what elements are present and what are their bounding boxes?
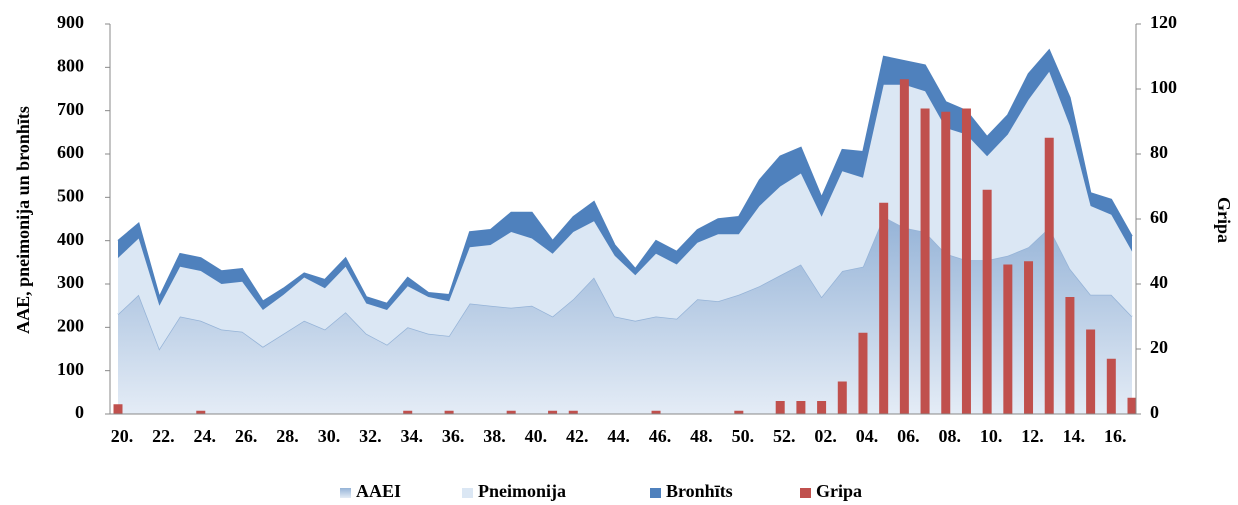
x-tick-label: 52. xyxy=(773,426,796,446)
bar xyxy=(899,79,909,414)
x-tick-label: 08. xyxy=(939,426,962,446)
x-tick-label: 26. xyxy=(235,426,258,446)
y-tick-label: 100 xyxy=(57,359,84,379)
legend-marker xyxy=(462,488,473,498)
x-tick-label: 36. xyxy=(442,426,465,446)
bar xyxy=(651,410,661,414)
y-tick-label: 0 xyxy=(75,402,84,422)
x-tick-label: 04. xyxy=(856,426,879,446)
bar xyxy=(1065,297,1075,414)
y2-tick-label: 60 xyxy=(1150,207,1168,227)
x-tick-label: 06. xyxy=(897,426,920,446)
bar xyxy=(1086,329,1096,414)
bar xyxy=(775,401,785,414)
x-tick-label: 22. xyxy=(152,426,175,446)
bar xyxy=(920,108,930,414)
y2-tick-label: 40 xyxy=(1150,272,1168,292)
x-tick-label: 16. xyxy=(1104,426,1127,446)
bar xyxy=(858,332,868,414)
bar xyxy=(196,410,206,414)
y-tick-label: 600 xyxy=(57,142,84,162)
legend-marker xyxy=(340,488,351,498)
x-tick-label: 28. xyxy=(276,426,299,446)
legend-label: Pneimonija xyxy=(478,481,566,501)
x-tick-label: 34. xyxy=(400,426,423,446)
bar xyxy=(568,410,578,414)
y-tick-label: 400 xyxy=(57,229,84,249)
bar xyxy=(113,404,123,414)
legend-label: AAEI xyxy=(356,481,401,501)
bar xyxy=(1024,261,1034,414)
y-tick-label: 700 xyxy=(57,99,84,119)
y-tick-label: 900 xyxy=(57,12,84,32)
bar xyxy=(961,108,971,414)
bar xyxy=(817,401,827,414)
x-tick-label: 44. xyxy=(607,426,630,446)
legend-marker xyxy=(800,488,811,498)
bar xyxy=(403,410,413,414)
y-tick-label: 200 xyxy=(57,315,84,335)
x-tick-label: 30. xyxy=(318,426,341,446)
x-tick-label: 50. xyxy=(732,426,755,446)
y2-tick-label: 100 xyxy=(1150,77,1177,97)
area-fill xyxy=(118,71,1132,349)
bar xyxy=(837,381,847,414)
bar xyxy=(1127,397,1137,414)
x-tick-label: 32. xyxy=(359,426,382,446)
x-tick-label: 46. xyxy=(649,426,672,446)
legend-label: Bronhīts xyxy=(666,481,733,501)
x-tick-label: 12. xyxy=(1021,426,1044,446)
x-tick-label: 02. xyxy=(814,426,837,446)
x-tick-label: 42. xyxy=(566,426,589,446)
y2-tick-label: 80 xyxy=(1150,142,1168,162)
bar xyxy=(444,410,454,414)
x-tick-label: 40. xyxy=(525,426,548,446)
y-tick-label: 800 xyxy=(57,55,84,75)
bar xyxy=(796,401,806,414)
x-tick-label: 20. xyxy=(111,426,134,446)
bar xyxy=(1044,137,1054,414)
x-tick-label: 10. xyxy=(980,426,1003,446)
y2-tick-label: 20 xyxy=(1150,337,1168,357)
y-tick-label: 300 xyxy=(57,272,84,292)
y2-tick-label: 120 xyxy=(1150,12,1177,32)
area-fill xyxy=(118,216,1132,414)
bar xyxy=(1106,358,1116,414)
bar xyxy=(506,410,516,414)
bar xyxy=(734,410,744,414)
legend-marker xyxy=(650,488,661,498)
bar xyxy=(1003,264,1013,414)
bar xyxy=(879,202,889,414)
bar xyxy=(548,410,558,414)
y-tick-label: 500 xyxy=(57,185,84,205)
x-tick-label: 38. xyxy=(483,426,506,446)
bar xyxy=(941,111,951,414)
legend-label: Gripa xyxy=(816,481,862,501)
x-tick-label: 24. xyxy=(194,426,217,446)
y-axis-title: AAE, pneimonija un bronhīts xyxy=(13,106,33,334)
y2-tick-label: 0 xyxy=(1150,402,1159,422)
y2-axis-title: Gripa xyxy=(1214,197,1234,243)
bar xyxy=(982,189,992,414)
x-tick-label: 48. xyxy=(690,426,713,446)
x-tick-label: 14. xyxy=(1063,426,1086,446)
